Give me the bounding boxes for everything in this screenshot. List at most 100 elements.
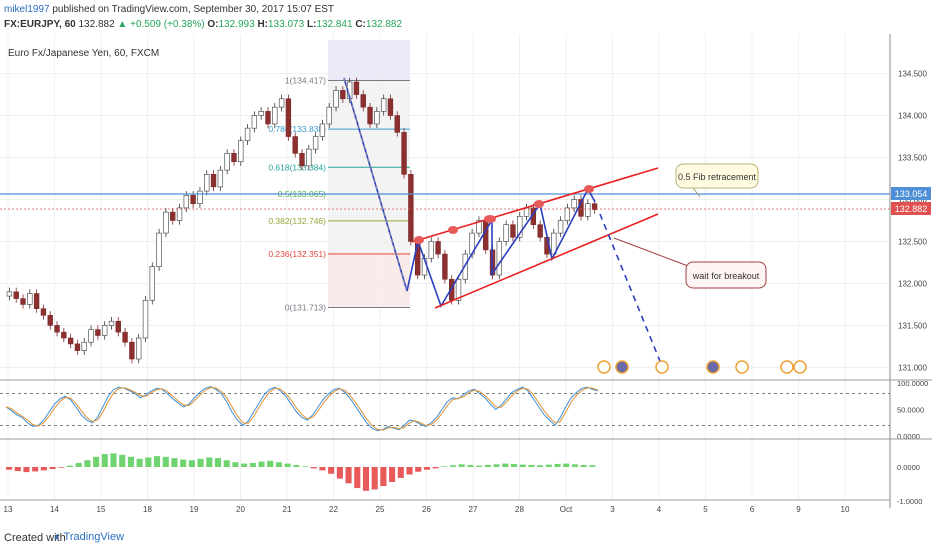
created-with-text: Created with [4,532,66,544]
ewo-bar [275,462,282,467]
ewo-bar [537,465,544,467]
candle-body [115,320,121,333]
current-price-label: 132.882 [895,204,928,214]
ewo-bar [345,467,352,484]
time-tick-label: 5 [703,505,708,514]
candle-body [33,293,40,309]
candle-body [251,115,258,129]
event-marker-icon[interactable] [615,360,629,374]
candle-body [108,320,115,326]
price-tick-label: 134.500 [898,70,927,79]
candle-body [360,94,366,108]
candle-body [510,224,516,238]
chart-area[interactable]: 1(134.417) 0.786(133.838) 0.618(133.384) 0.… [0,34,932,526]
candle-body [224,153,230,171]
stoch-tick-label: 50.0000 [897,406,924,415]
event-marker-icon[interactable] [706,360,720,374]
time-axis-ticks: 13 14 15 18 19 20 21 22 25 26 27 28 Oct 3 4 5 6 9 10 [4,505,850,514]
fib-level-label: 0(131.713) [285,303,326,313]
ewo-bar [101,454,108,467]
close-label: C: [355,19,366,30]
ewo-bar [589,465,596,467]
ewo-tick-label: 0.0000 [897,463,920,472]
ewo-bar [93,456,100,467]
breakout-callout[interactable] [685,261,767,289]
touch-point [534,200,544,208]
event-marker-icon[interactable] [655,360,669,374]
ewo-bar [241,463,248,467]
candle-body [442,253,448,280]
candle-body [231,153,237,163]
touch-point [448,226,458,234]
event-marker-icon[interactable] [780,360,794,374]
ewo-bar [371,467,378,490]
touch-point [414,236,424,244]
ewo-tick-label: -1.0000 [897,497,922,506]
chart-title: Euro Fx/Japanese Yen, 60, FXCM [8,48,159,59]
grid-lines [0,34,890,500]
event-marker-icon[interactable] [735,360,749,374]
candle-body [374,111,380,125]
time-tick-label: 6 [750,505,755,514]
tradingview-brand: TradingView [63,531,125,543]
event-markers[interactable] [597,360,807,374]
candle-body [537,224,543,238]
up-arrow-icon: ▲ [117,19,128,30]
price-tick-label: 133.500 [898,154,927,163]
candle-body [312,136,319,150]
ewo-bar [336,467,343,479]
ewo-bar [66,465,74,467]
chart-header: mikel1997 published on TradingView.com, … [0,0,932,34]
touch-point [584,185,594,193]
ewo-pane[interactable]: 0.0000 -1.0000 [6,453,922,506]
ewo-bar [188,460,195,467]
candle-body [435,241,441,255]
ewo-bar [180,459,187,467]
author-link[interactable]: mikel1997 [4,4,50,15]
candle-body [244,127,251,142]
high-value: 133.073 [268,19,305,30]
candle-body [142,299,149,339]
stoch-d-line [5,386,599,431]
main-pane[interactable] [0,34,890,380]
fib-level-label: 0.618(133.384) [268,162,326,172]
fib-callout[interactable] [675,163,759,189]
candle-body [401,132,407,175]
ewo-bar [484,464,491,467]
ewo-bar [528,464,535,467]
ewo-bar [136,458,143,467]
level-price-label: 133.054 [895,189,928,199]
ewo-bar [554,463,561,467]
ewo-bar [75,462,82,467]
candle-body [20,298,26,305]
breakout-callout-text: wait for breakout [692,271,760,281]
fib-callout-text: 0.5 Fib retracement [678,172,757,182]
price-tick-label: 133.000 [898,196,927,205]
event-marker-icon[interactable] [793,360,807,374]
publish-info: published on TradingView.com, September … [52,4,335,15]
price-tick-label: 131.000 [898,363,927,372]
ewo-bar [545,464,552,467]
price-tick-label: 132.500 [898,237,927,246]
stoch-pane[interactable]: 100.0000 50.0000 0.0000 [0,379,928,441]
fib-level-label: 1(134.417) [285,76,326,86]
ewo-bar [119,454,126,467]
ewo-bar [162,456,169,467]
time-tick-label: 10 [841,505,850,514]
candle-body [122,331,128,343]
ewo-bar [389,467,396,482]
open-label: O: [207,19,219,30]
candle-body [306,148,312,167]
tradingview-logo-link[interactable]: ◐ TradingView [54,531,125,543]
ewo-bar [476,465,483,467]
candle-body [585,203,591,217]
event-marker-icon[interactable] [597,360,611,374]
time-tick-label: 26 [422,505,431,514]
candle-body [408,174,414,242]
ewo-bar [223,460,230,467]
candle-body [564,207,571,221]
price-axis[interactable] [890,34,932,508]
ewo-bar [32,467,39,472]
candle-body [353,81,360,95]
ewo-bar [258,461,265,467]
